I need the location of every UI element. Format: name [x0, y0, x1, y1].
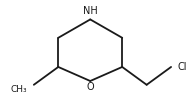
- Text: NH: NH: [83, 6, 98, 16]
- Text: CH₃: CH₃: [11, 85, 27, 94]
- Text: O: O: [86, 83, 94, 92]
- Text: Cl: Cl: [178, 62, 187, 72]
